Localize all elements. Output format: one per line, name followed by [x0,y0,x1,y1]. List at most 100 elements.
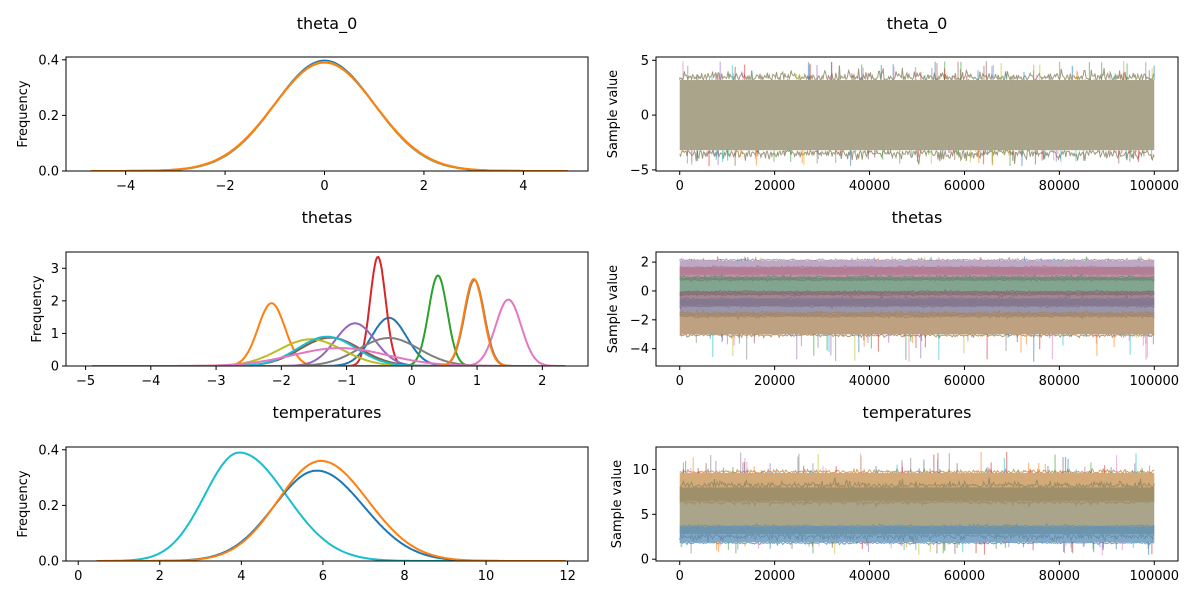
x-tick-label: 0 [676,374,684,389]
x-tick-label: 20000 [754,374,795,389]
x-tick-label: −1 [337,374,356,389]
panel-title: temperatures [273,403,382,422]
axes-frame [655,251,1179,367]
axes-frame [655,56,1179,172]
x-tick-label: 0 [74,569,82,584]
y-tick-label: −4 [630,342,649,357]
trace-fill [679,314,1155,335]
trace-edge [679,65,1155,82]
trace-band-band-blue [679,522,1155,547]
trace-fill [679,277,1155,294]
density-line-theta-10 [92,335,566,366]
y-tick-label: 1 [51,327,59,342]
axis-ticks: −5 −4 −3 −2 −1 0 1 2 0 1 2 3 [51,262,547,389]
axis-ticks: 0 20000 40000 60000 80000 100000 −4 −2 0 2 [630,256,1179,389]
panel-title: theta_0 [297,14,358,34]
density-line-theta-13 [92,278,566,366]
y-axis-label: Frequency [16,470,31,537]
x-tick-label: 0 [320,179,328,194]
axis-ticks: 0 20000 40000 60000 80000 100000 −5 0 5 [630,54,1179,194]
density-line-chain-3 [90,61,569,171]
x-tick-label: 2 [156,569,164,584]
y-axis-label: Sample value [606,70,621,158]
x-tick-label: 100000 [1129,374,1179,389]
panel-title: thetas [892,208,943,227]
panel-title: thetas [302,208,353,227]
trace-band-band-bottom [679,309,1155,340]
trace-edge [679,522,1155,528]
trace-edge [679,264,1155,269]
trace-edge [679,467,1155,475]
y-axis-label: Sample value [606,265,621,353]
x-tick-label: 0 [676,179,684,194]
panel-thetas-trace: thetas Sample value 0 20000 40000 60000 8000… [606,208,1179,389]
y-axis-label: Frequency [30,275,45,342]
x-tick-label: 20000 [754,179,795,194]
trace-fill [679,80,1155,151]
panel-temperatures-trace: temperatures Sample value 0 20000 40000 600… [610,403,1179,584]
x-tick-label: 4 [237,569,245,584]
trace-edge [679,309,1155,316]
x-tick-label: 2 [538,374,546,389]
x-tick-label: 80000 [1039,179,1080,194]
plot-area [679,61,1155,167]
x-tick-label: 100000 [1129,179,1179,194]
axes-frame [655,446,1179,562]
y-tick-label: 0.2 [38,499,59,514]
x-tick-label: 60000 [944,374,985,389]
axes-frame [65,56,589,172]
density-line-theta-7 [92,298,566,366]
x-tick-label: 2 [420,179,428,194]
panel-title: temperatures [863,403,972,422]
x-tick-label: 80000 [1039,374,1080,389]
y-tick-label: 0 [641,553,649,568]
y-tick-label: 0 [641,284,649,299]
y-tick-label: 3 [51,262,59,277]
y-axis-label: Frequency [16,80,31,147]
density-line-theta-9 [92,338,566,366]
x-tick-label: 40000 [849,179,890,194]
x-tick-label: 60000 [944,179,985,194]
y-tick-label: 0.4 [38,53,59,68]
x-tick-label: −3 [206,374,225,389]
x-tick-label: 8 [400,569,408,584]
y-tick-label: 0.2 [38,109,59,124]
y-tick-label: 2 [641,256,649,271]
plot-area [679,256,1155,362]
y-tick-label: 0.0 [38,555,59,570]
panel-theta0-density: theta_0 Frequency −4 −2 0 2 4 0.0 0.2 0.4 [16,14,589,194]
y-tick-label: 10 [632,463,649,478]
x-tick-label: 80000 [1039,569,1080,584]
axis-ticks: −4 −2 0 2 4 0.0 0.2 0.4 [38,53,527,194]
plot-area [679,451,1155,556]
y-tick-label: 0.4 [38,443,59,458]
y-tick-label: 5 [641,54,649,69]
x-tick-label: 12 [559,569,576,584]
x-tick-label: 20000 [754,569,795,584]
y-tick-label: −2 [630,313,649,328]
axes-frame [65,251,589,367]
x-tick-label: 4 [519,179,527,194]
axis-ticks: 0 20000 40000 60000 80000 100000 0 5 10 [632,463,1179,584]
panel-thetas-density: thetas Frequency −5 −4 −3 −2 −1 0 1 2 0 1 2 3 [30,208,589,389]
x-tick-label: 0 [408,374,416,389]
x-tick-label: 60000 [944,569,985,584]
x-tick-label: −4 [116,179,135,194]
x-tick-label: 40000 [849,374,890,389]
x-tick-label: −2 [215,179,234,194]
x-tick-label: 10 [478,569,495,584]
trace-edge [679,288,1155,294]
y-tick-label: 5 [641,508,649,523]
trace-band-trace [679,65,1155,165]
trace-edge [679,293,1155,301]
panel-title: theta_0 [887,14,948,34]
trace-edge [679,273,1155,279]
trace-fill [679,299,1155,316]
y-tick-label: 0 [51,360,59,375]
x-tick-label: −2 [272,374,291,389]
y-tick-label: 2 [51,294,59,309]
y-tick-label: −5 [630,163,649,178]
panel-theta0-trace: theta_0 Sample value 0 20000 40000 60000 800… [606,14,1179,194]
trace-edge [679,477,1155,490]
